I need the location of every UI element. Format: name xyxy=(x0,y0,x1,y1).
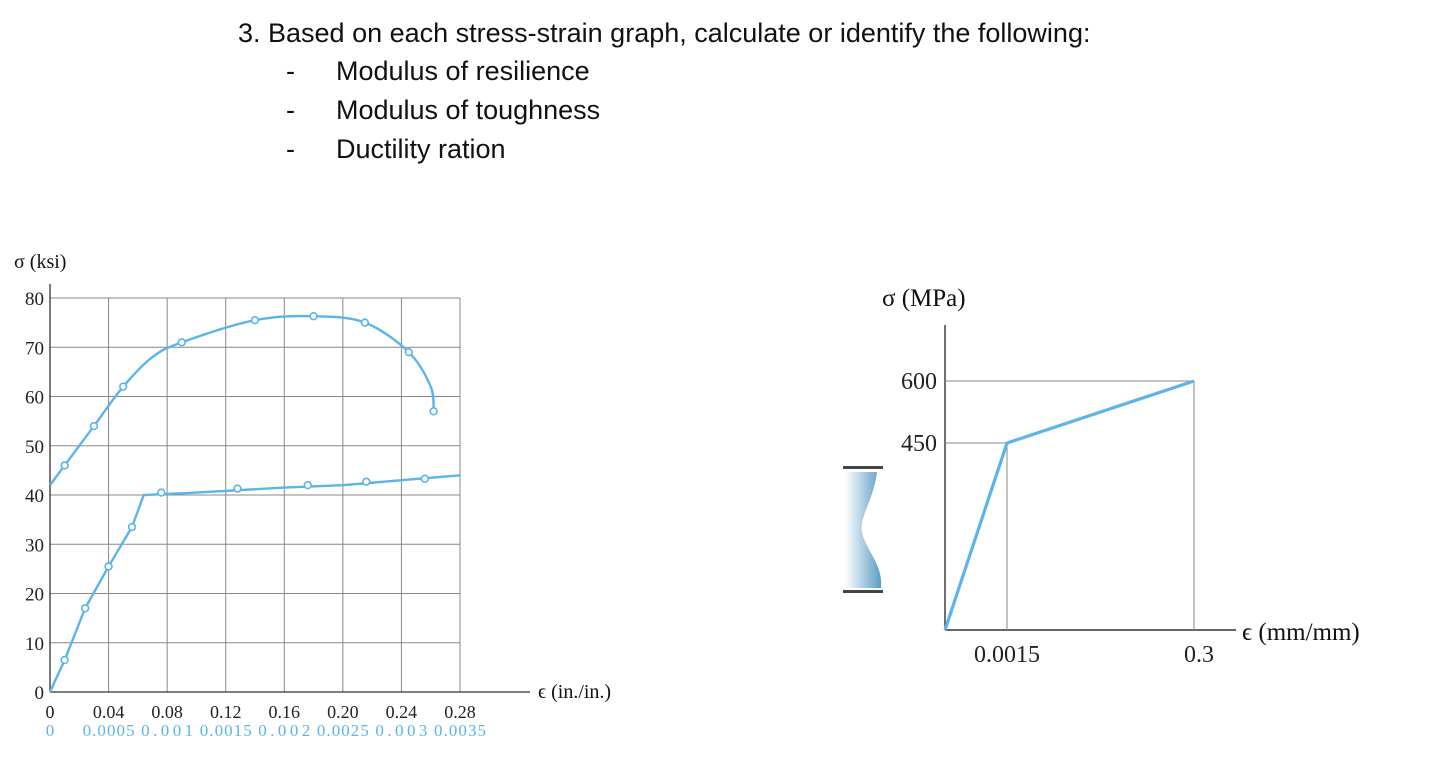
data-point-marker xyxy=(89,421,99,431)
y-axis-label: σ (MPa) xyxy=(882,285,966,312)
x-tick-label-lower: 0.0035 xyxy=(434,721,486,740)
data-point-marker xyxy=(360,318,370,327)
y-tick-label: 10 xyxy=(25,634,44,655)
question-item-resilience: - Modulus of resilience xyxy=(238,52,1090,91)
x-tick-label-upper: 0.04 xyxy=(93,702,125,722)
y-tick-label: 20 xyxy=(25,585,44,606)
bullet-dash: - xyxy=(286,95,295,125)
bullet-dash: - xyxy=(286,56,295,86)
stress-strain-chart-mpa: σ (MPa) ϵ (mm/mm) 450 600 0.0015 0.3 xyxy=(882,285,1360,668)
data-point-marker xyxy=(127,522,137,532)
question-list: - Modulus of resilience - Modulus of tough… xyxy=(238,52,1090,169)
y-tick-label: 450 xyxy=(901,431,937,457)
data-point-marker xyxy=(404,347,413,357)
x-tick-label-upper: 0 xyxy=(46,702,55,722)
bullet-dash: - xyxy=(286,134,295,164)
x-tick-label-upper: 0.24 xyxy=(386,702,418,722)
question-text: 3. Based on each stress-strain graph, ca… xyxy=(238,18,1091,48)
data-point-marker xyxy=(60,461,69,470)
x-tick-label: 0.0015 xyxy=(974,642,1040,668)
data-point-marker xyxy=(250,315,260,325)
series-line xyxy=(943,379,1195,631)
x-tick-label-lower: 0.001 xyxy=(141,721,193,740)
y-tick-label: 80 xyxy=(25,289,44,310)
x-tick-label-lower: 0.0025 xyxy=(317,721,369,740)
y-axis-label: σ (ksi) xyxy=(14,251,66,273)
x-tick-label-lower: 0.003 xyxy=(375,721,427,740)
x-tick-label-upper: 0.08 xyxy=(151,702,183,722)
data-point-marker xyxy=(420,474,430,483)
y-tick-label: 60 xyxy=(25,388,44,409)
data-point-marker xyxy=(157,488,166,497)
data-point-marker xyxy=(429,407,438,416)
stress-strain-chart-ksi: σ (ksi) ϵ (in./in.) 0 10 20 30 40 50 60 70 80 0 0.… xyxy=(14,251,611,740)
x-tick-label-upper: 0.16 xyxy=(269,702,301,722)
data-point-marker xyxy=(362,477,371,486)
x-tick-label-upper: 0.20 xyxy=(327,702,359,722)
x-tick-label-lower: 0.002 xyxy=(258,721,310,740)
x-tick-label: 0.3 xyxy=(1184,642,1214,668)
data-point-marker xyxy=(303,480,312,490)
data-point-marker xyxy=(309,312,318,321)
specimen-illustration-icon xyxy=(843,466,883,593)
x-tick-label-lower: 0.0005 xyxy=(83,721,135,740)
question-item-label: Modulus of toughness xyxy=(336,95,601,125)
x-tick-label-upper: 0.28 xyxy=(444,702,476,722)
data-point-marker xyxy=(233,484,242,493)
series-line-1 xyxy=(49,314,435,486)
series-line-2 xyxy=(48,474,461,693)
question-block: 3. Based on each stress-strain graph, ca… xyxy=(238,14,1090,169)
data-point-marker xyxy=(177,338,186,347)
y-tick-label: 30 xyxy=(25,535,44,556)
question-item-ductility: - Ductility ration xyxy=(238,130,1090,169)
question-item-toughness: - Modulus of toughness xyxy=(238,91,1090,130)
x-axis-label: ϵ (in./in.) xyxy=(538,681,611,703)
data-point-marker xyxy=(60,655,69,665)
x-tick-label-upper: 0.12 xyxy=(210,702,242,722)
y-tick-label: 70 xyxy=(25,338,44,359)
question-item-label: Modulus of resilience xyxy=(336,56,590,86)
y-tick-label: 40 xyxy=(25,486,44,507)
question-item-label: Ductility ration xyxy=(336,134,506,164)
x-tick-label-lower: 0 xyxy=(46,721,55,740)
y-tick-label: 0 xyxy=(35,683,45,704)
data-point-marker xyxy=(119,382,128,391)
x-tick-label-lower: 0.0015 xyxy=(200,721,252,740)
y-tick-label: 600 xyxy=(901,369,937,395)
y-tick-label: 50 xyxy=(25,437,44,458)
data-point-marker xyxy=(104,562,113,571)
x-axis-label: ϵ (mm/mm) xyxy=(1242,619,1360,646)
data-point-marker xyxy=(80,604,90,613)
